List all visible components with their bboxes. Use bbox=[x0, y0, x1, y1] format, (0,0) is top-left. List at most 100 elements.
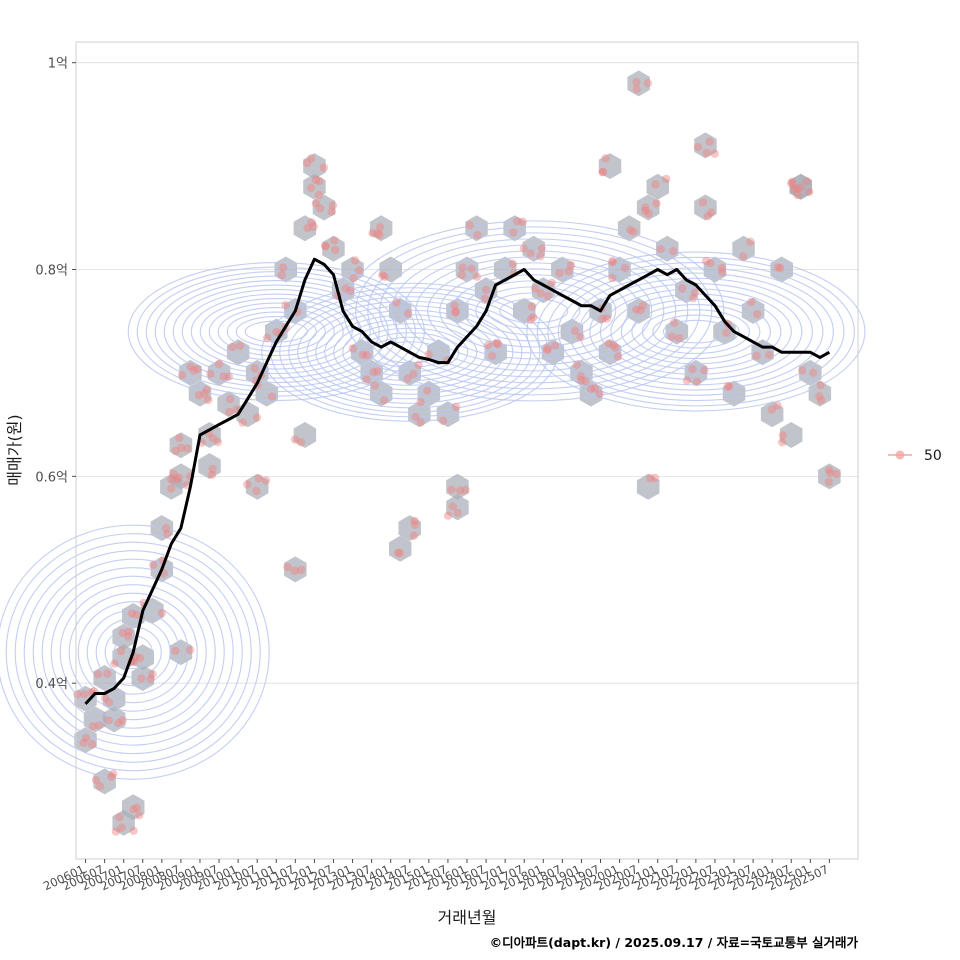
hexbin bbox=[389, 535, 412, 562]
scatter-point bbox=[632, 77, 641, 87]
scatter-point bbox=[296, 565, 306, 575]
hexbin bbox=[312, 194, 336, 221]
scatter-point bbox=[689, 293, 698, 303]
scatter-point bbox=[826, 468, 835, 478]
scatter-point bbox=[185, 645, 195, 655]
scatter-point bbox=[235, 341, 245, 350]
scatter-point bbox=[604, 339, 613, 348]
scatter-point bbox=[802, 177, 812, 186]
scatter-point bbox=[529, 313, 538, 322]
hexbin bbox=[608, 256, 631, 283]
density-contour bbox=[333, 318, 487, 386]
scatter-point bbox=[129, 826, 138, 835]
scatter-point bbox=[213, 437, 222, 447]
scatter-point bbox=[315, 177, 324, 186]
scatter-point bbox=[79, 738, 88, 747]
scatter-point bbox=[157, 608, 167, 618]
scatter-point bbox=[315, 204, 325, 213]
scatter-point bbox=[93, 670, 103, 679]
hexbin bbox=[446, 494, 469, 521]
scatter-point bbox=[263, 333, 272, 342]
scatter-point bbox=[303, 223, 312, 233]
scatter-point bbox=[629, 227, 638, 236]
scatter-point bbox=[375, 230, 384, 240]
y-tick-label: 0.6억 bbox=[35, 470, 68, 485]
hexbin bbox=[293, 422, 317, 448]
scatter-point bbox=[473, 230, 482, 240]
hexbin bbox=[93, 665, 116, 691]
scatter-point bbox=[243, 480, 252, 489]
scatter-point bbox=[373, 367, 382, 376]
scatter-point bbox=[458, 263, 467, 272]
scatter-point bbox=[174, 473, 183, 482]
scatter-point bbox=[116, 647, 126, 656]
scatter-point bbox=[87, 740, 97, 749]
scatter-point bbox=[608, 273, 617, 283]
scatter-point bbox=[163, 529, 172, 539]
scatter-point bbox=[644, 209, 653, 218]
scatter-point bbox=[519, 244, 528, 253]
density-contour bbox=[127, 262, 425, 402]
scatter-point bbox=[206, 369, 215, 379]
scatter-point bbox=[94, 721, 104, 730]
scatter-point bbox=[586, 384, 596, 393]
hexbin bbox=[646, 173, 669, 200]
scatter-point bbox=[341, 284, 350, 293]
scatter-point bbox=[690, 288, 700, 297]
scatter-point bbox=[410, 516, 419, 526]
scatter-point bbox=[527, 302, 537, 311]
scatter-point bbox=[457, 270, 467, 280]
density-contour bbox=[415, 256, 653, 366]
scatter-point bbox=[832, 469, 841, 479]
scatter-point bbox=[488, 351, 497, 361]
scatter-point bbox=[252, 486, 261, 496]
scatter-point bbox=[290, 435, 300, 444]
scatter-point bbox=[601, 154, 610, 163]
scatter-point bbox=[267, 392, 277, 401]
scatter-point bbox=[773, 401, 782, 410]
scatter-point bbox=[638, 301, 648, 310]
density-contour bbox=[324, 314, 496, 391]
density-contour bbox=[557, 267, 834, 396]
scatter-point bbox=[167, 484, 176, 493]
scatter-point bbox=[581, 377, 590, 386]
scatter-point bbox=[566, 261, 576, 270]
scatter-point bbox=[590, 384, 599, 393]
density-contour bbox=[568, 272, 824, 391]
hexbin bbox=[789, 173, 812, 200]
scatter-point bbox=[705, 137, 714, 146]
hexbin bbox=[446, 473, 469, 500]
density-contour bbox=[279, 291, 541, 413]
scatter-point bbox=[302, 158, 312, 168]
scatter-point bbox=[380, 272, 389, 281]
scatter-point bbox=[395, 548, 404, 558]
scatter-point bbox=[403, 309, 413, 318]
scatter-point bbox=[109, 769, 118, 778]
scatter-point bbox=[547, 278, 557, 287]
scatter-point bbox=[746, 237, 755, 246]
hexbin bbox=[627, 70, 650, 97]
scatter-point bbox=[707, 208, 716, 217]
hexbin bbox=[665, 318, 689, 345]
scatter-point bbox=[88, 722, 98, 731]
legend-key-point bbox=[895, 450, 905, 460]
scatter-point bbox=[576, 372, 585, 381]
scatter-point bbox=[480, 294, 490, 304]
scatter-point bbox=[777, 438, 787, 447]
scatter-point bbox=[349, 274, 358, 283]
scatter-point bbox=[543, 344, 552, 353]
hexbin bbox=[74, 685, 97, 712]
scatter-point bbox=[792, 184, 802, 193]
scatter-point bbox=[815, 392, 824, 401]
scatter-point bbox=[416, 397, 425, 407]
legend: 50 bbox=[888, 448, 942, 464]
scatter-point bbox=[667, 332, 677, 341]
scatter-point bbox=[132, 803, 141, 812]
scatter-point bbox=[370, 381, 379, 390]
trend-line bbox=[84, 257, 831, 705]
hexbin bbox=[131, 665, 154, 691]
density-contour bbox=[104, 626, 162, 678]
scatter-point bbox=[423, 386, 432, 395]
